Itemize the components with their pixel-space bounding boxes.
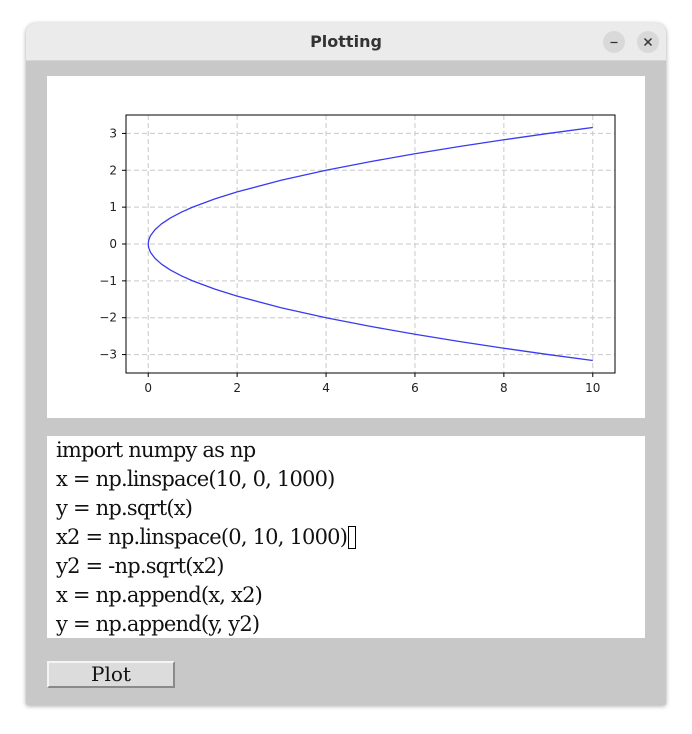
code-line: import numpy as np	[56, 438, 256, 462]
plot-button[interactable]: Plot	[47, 661, 175, 688]
minimize-icon	[609, 37, 619, 47]
close-button[interactable]	[637, 31, 659, 53]
series-line	[147, 126, 593, 362]
x-tick-label: 0	[144, 381, 152, 395]
close-icon	[643, 37, 653, 47]
code-line: y2 = -np.sqrt(x2)	[56, 554, 224, 578]
y-tick-label: −1	[99, 274, 117, 288]
x-tick-label: 8	[500, 381, 508, 395]
x-tick-label: 4	[322, 381, 330, 395]
y-tick-label: −3	[99, 348, 117, 362]
code-line: y = np.append(y, y2)	[56, 612, 260, 636]
code-line-with-cursor: x2 = np.linspace(0, 10, 1000)	[56, 523, 357, 552]
x-tick-label: 10	[585, 381, 600, 395]
text-cursor	[348, 526, 357, 549]
code-line: x = np.linspace(10, 0, 1000)	[56, 467, 335, 491]
minimize-button[interactable]	[603, 31, 625, 53]
plotting-window: Plotting 0 2 4 6 8 10 3 2 1 0 −1 −2 −3 import numpy …	[26, 23, 666, 705]
code-line: y = np.sqrt(x)	[56, 496, 193, 520]
y-tick-label: 0	[109, 237, 117, 251]
x-tick-label: 6	[411, 381, 419, 395]
y-tick-label: 1	[109, 200, 117, 214]
code-line: x = np.append(x, x2)	[56, 583, 263, 607]
title-bar[interactable]: Plotting	[26, 23, 666, 61]
window-title: Plotting	[310, 32, 382, 51]
y-tick-label: 2	[109, 163, 117, 177]
code-line-text: x2 = np.linspace(0, 10, 1000)	[56, 525, 348, 549]
y-tick-label: −2	[99, 311, 117, 325]
plot-canvas: 0 2 4 6 8 10 3 2 1 0 −1 −2 −3	[47, 76, 645, 418]
code-editor[interactable]: import numpy as np x = np.linspace(10, 0…	[47, 436, 645, 638]
x-tick-label: 2	[233, 381, 241, 395]
y-tick-label: 3	[109, 126, 117, 140]
